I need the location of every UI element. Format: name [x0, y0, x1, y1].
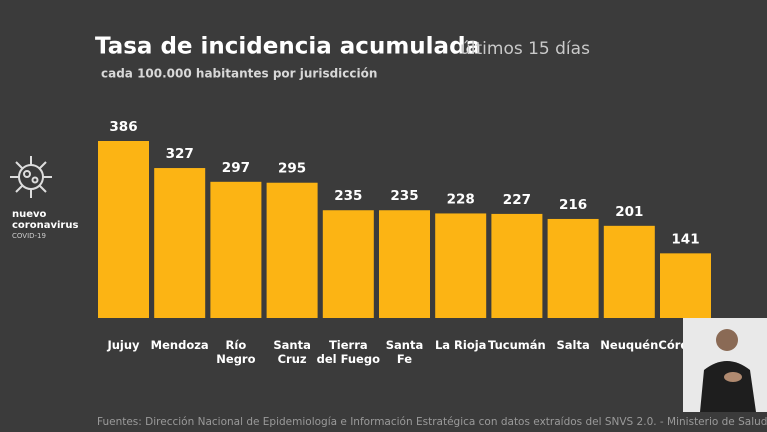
x-tick-label: Tierra del Fuego: [316, 338, 380, 366]
bar: [603, 225, 655, 318]
bar: [98, 141, 149, 318]
logo-icon: [10, 156, 52, 198]
logo-text: nuevo: [12, 209, 47, 220]
value-label: 297: [222, 160, 250, 176]
value-label: 235: [390, 188, 418, 204]
bar: [491, 213, 543, 318]
value-label: 141: [671, 231, 699, 247]
x-tick-label: Santa Fe: [385, 338, 424, 366]
source: Fuentes: Dirección Nacional de Epidemiol…: [97, 416, 767, 428]
chart-subtitle: últimos 15 días: [460, 39, 590, 59]
value-label: 327: [166, 146, 194, 162]
value-label: 201: [615, 204, 643, 220]
value-label: 228: [447, 191, 475, 207]
x-tick-label: Neuquén: [600, 338, 659, 352]
chart-title: Tasa de incidencia acumulada: [95, 34, 481, 60]
bar: [154, 168, 206, 318]
bar: [547, 218, 599, 318]
logo-text: coronavirus: [12, 220, 78, 231]
x-tick-label: Santa Cruz: [273, 338, 311, 366]
value-label: 295: [278, 161, 306, 177]
logo-text: COVID-19: [12, 232, 46, 240]
value-label: 386: [109, 119, 137, 135]
x-tick-label: Río Negro: [216, 338, 256, 366]
x-tick-label: La Rioja: [434, 338, 487, 352]
x-tick-label: Tucumán: [488, 338, 546, 352]
value-label: 216: [559, 197, 587, 213]
chart-note: cada 100.000 habitantes por jurisdicción: [101, 67, 377, 81]
bar: [210, 181, 262, 318]
bar: [266, 182, 318, 318]
x-tick-label: Jujuy: [107, 338, 140, 352]
value-label: 227: [503, 192, 531, 208]
value-label: 235: [334, 188, 362, 204]
sign-language-inset: [683, 318, 767, 412]
x-tick-label: Mendoza: [150, 338, 209, 352]
x-tick-label: Salta: [556, 338, 590, 352]
bar: [660, 253, 711, 318]
bar: [435, 213, 487, 318]
bar: [379, 210, 430, 318]
bar: [322, 210, 374, 318]
